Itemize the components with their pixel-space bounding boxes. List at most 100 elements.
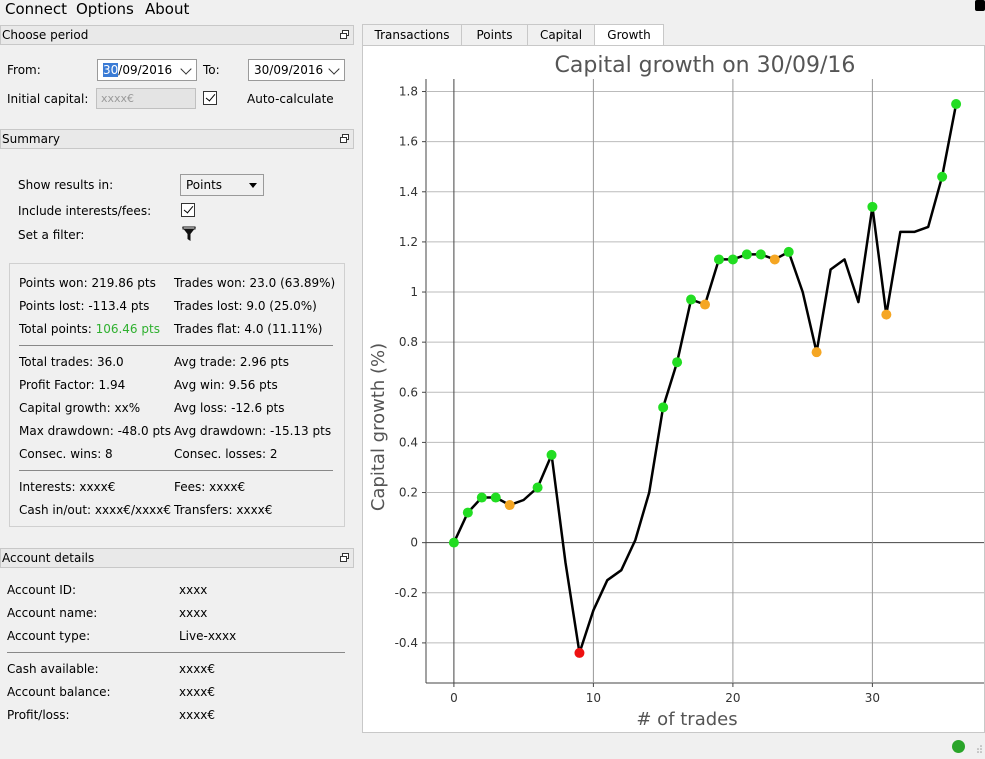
total-trades: Total trades: 36.0 xyxy=(19,355,124,369)
to-date-picker[interactable]: 30/09/2016 xyxy=(248,59,345,81)
account-panel-title: Account details xyxy=(2,551,95,565)
data-point xyxy=(700,299,710,310)
data-point xyxy=(937,171,948,182)
avg-win: Avg win: 9.56 pts xyxy=(174,378,278,392)
account-type-label: Account type: xyxy=(7,629,91,643)
from-day-selected: 30 xyxy=(103,63,119,77)
chart-ticks: -0.4 -0.2 0 0.2 0.4 0.6 0.8 1 1.2 1.4 1.6 1.8 0 10 20 3… xyxy=(395,85,880,705)
to-label: To: xyxy=(203,63,220,77)
menu-bar: Connect Options About xyxy=(0,0,985,19)
tab-capital[interactable]: Capital xyxy=(527,24,595,46)
data-point xyxy=(713,254,724,265)
chart-pane: Capital growth on 30/09/16 # of trades C… xyxy=(362,45,985,733)
account-balance-value: xxxx€ xyxy=(179,685,216,699)
profit-factor: Profit Factor: 1.94 xyxy=(19,378,126,392)
data-point xyxy=(504,500,515,511)
x-tick-label: 30 xyxy=(865,691,880,705)
chevron-down-icon xyxy=(328,63,340,75)
account-name-value: xxxx xyxy=(179,606,208,620)
capital-growth: Capital growth: xx% xyxy=(19,401,141,415)
show-results-value: Points xyxy=(186,178,223,192)
data-point xyxy=(951,99,962,110)
data-point xyxy=(672,357,683,368)
growth-chart: Capital growth on 30/09/16 # of trades C… xyxy=(368,53,984,730)
to-date-value: 30/09/2016 xyxy=(254,63,324,77)
period-panel-title-bar: Choose period xyxy=(0,25,354,45)
show-results-label: Show results in: xyxy=(18,178,114,192)
from-date-rest: /09/2016 xyxy=(118,63,173,77)
chevron-down-icon xyxy=(180,63,192,75)
data-point xyxy=(476,492,487,503)
menu-connect[interactable]: Connect xyxy=(5,0,68,18)
points-lost: Points lost: -113.4 pts xyxy=(19,299,150,313)
summary-panel-title: Summary xyxy=(2,132,60,146)
data-point xyxy=(769,254,780,265)
total-points-label: Total points: xyxy=(19,322,96,336)
menu-about[interactable]: About xyxy=(145,0,190,18)
account-id-label: Account ID: xyxy=(7,583,77,597)
data-point xyxy=(532,482,543,493)
funnel-icon[interactable] xyxy=(181,226,197,242)
data-point xyxy=(574,647,585,658)
menu-options[interactable]: Options xyxy=(76,0,134,18)
connection-status-icon xyxy=(952,740,965,753)
profit-loss-value: xxxx€ xyxy=(179,708,216,722)
data-point xyxy=(448,537,459,548)
consec-wins: Consec. wins: 8 xyxy=(19,447,113,461)
y-tick-label: -0.2 xyxy=(395,586,418,600)
float-panel-icon[interactable] xyxy=(340,134,349,143)
summary-panel-title-bar: Summary xyxy=(0,129,354,149)
avg-drawdown: Avg drawdown: -15.13 pts xyxy=(174,424,332,438)
float-panel-icon[interactable] xyxy=(340,553,349,562)
y-tick-label: 0.4 xyxy=(399,435,418,449)
data-point xyxy=(867,201,878,212)
y-tick-label: 0.6 xyxy=(399,385,418,399)
y-tick-label: 1.2 xyxy=(399,235,418,249)
float-panel-icon[interactable] xyxy=(340,30,349,39)
data-point xyxy=(686,294,697,305)
x-tick-label: 0 xyxy=(450,691,458,705)
include-interests-label: Include interests/fees: xyxy=(18,204,152,218)
include-interests-checkbox[interactable] xyxy=(181,203,195,217)
cash-in-out: Cash in/out: xxxx€/xxxx€ xyxy=(19,503,172,517)
data-point xyxy=(783,246,794,257)
data-point xyxy=(811,347,822,358)
auto-calculate-checkbox[interactable] xyxy=(203,91,217,105)
cash-available-value: xxxx€ xyxy=(179,662,216,676)
tab-points[interactable]: Points xyxy=(461,24,528,46)
data-point xyxy=(490,492,501,503)
tab-growth[interactable]: Growth xyxy=(594,24,664,47)
tab-bar: Transactions Points Capital Growth xyxy=(362,24,985,47)
from-label: From: xyxy=(7,63,41,77)
chart-title: Capital growth on 30/09/16 xyxy=(555,53,856,78)
initial-capital-input[interactable]: xxxx€ xyxy=(96,88,196,109)
period-panel-title: Choose period xyxy=(2,28,89,42)
data-point xyxy=(546,449,557,460)
trades-lost: Trades lost: 9.0 (25.0%) xyxy=(174,299,317,313)
corner-icon[interactable] xyxy=(975,0,985,11)
from-date-picker[interactable]: 30/09/2016 xyxy=(97,59,197,81)
show-results-select[interactable]: Points xyxy=(180,174,264,196)
data-point xyxy=(658,402,669,413)
max-drawdown: Max drawdown: -48.0 pts xyxy=(19,424,172,438)
data-point xyxy=(755,249,766,260)
y-tick-label: 0.2 xyxy=(399,486,418,500)
data-point xyxy=(741,249,752,260)
total-points: Total points: 106.46 pts xyxy=(19,322,160,336)
divider xyxy=(19,345,333,346)
account-id-value: xxxx xyxy=(179,583,208,597)
fees: Fees: xxxx€ xyxy=(174,480,246,494)
y-tick-label: 1 xyxy=(410,285,418,299)
y-tick-label: 1.4 xyxy=(399,185,418,199)
x-tick-label: 20 xyxy=(725,691,740,705)
summary-stats-box: Points won: 219.86 pts Points lost: -113… xyxy=(9,263,345,527)
data-point xyxy=(881,309,892,320)
tab-transactions[interactable]: Transactions xyxy=(362,24,462,46)
trades-flat: Trades flat: 4.0 (11.11%) xyxy=(174,322,323,336)
y-tick-label: 0 xyxy=(410,536,418,550)
cash-available-label: Cash available: xyxy=(7,662,99,676)
y-tick-label: 0.8 xyxy=(399,335,418,349)
resize-grip-icon[interactable] xyxy=(975,744,983,754)
account-name-label: Account name: xyxy=(7,606,98,620)
series-line xyxy=(452,103,958,655)
